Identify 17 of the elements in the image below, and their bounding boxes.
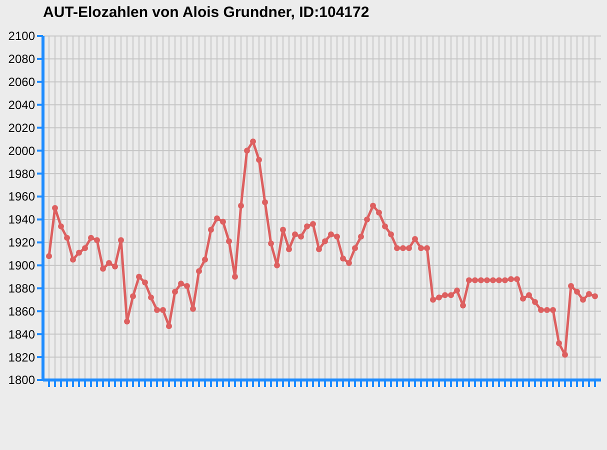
- chart-title: AUT-Elozahlen von Alois Grundner, ID:104172: [43, 4, 370, 21]
- y-tick-label: 1960: [8, 190, 36, 204]
- y-tick-label: 1840: [8, 327, 36, 342]
- y-tick-label: 1920: [8, 236, 36, 250]
- y-tick-label: 1860: [8, 304, 36, 318]
- y-tick-label: 1880: [8, 281, 36, 296]
- y-tick-label: 1820: [8, 350, 36, 364]
- y-tick-label: 1940: [8, 212, 36, 227]
- y-tick-label: 1980: [8, 166, 36, 181]
- y-tick-label: 2040: [8, 98, 36, 112]
- y-tick-label: 1900: [8, 258, 36, 273]
- y-tick-label: 2060: [8, 75, 36, 90]
- y-tick-label: 1800: [8, 373, 36, 388]
- y-tick-label: 2100: [8, 29, 36, 44]
- y-tick-label: 2080: [8, 52, 36, 66]
- y-tick-label: 2000: [8, 144, 36, 158]
- y-tick-label: 2020: [8, 120, 36, 135]
